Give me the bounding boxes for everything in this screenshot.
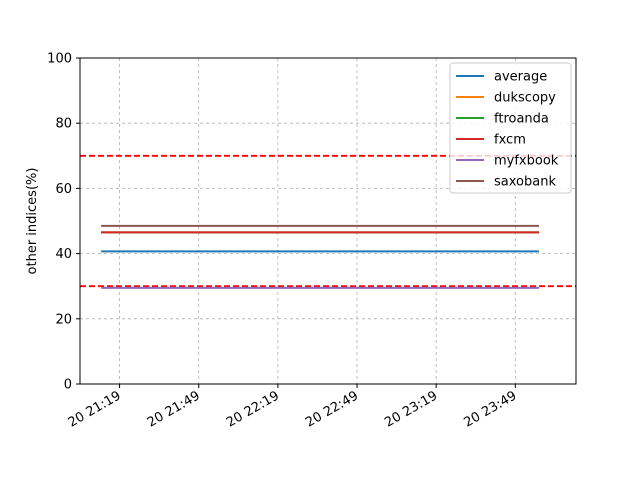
series-lines [101, 224, 540, 289]
legend-label: average [494, 70, 547, 85]
y-tick-label: 20 [55, 312, 72, 327]
legend-label: dukscopy [494, 91, 556, 106]
y-axis-title: other indices(%) [25, 168, 40, 275]
legend-label: saxobank [494, 175, 556, 190]
y-tick-label: 40 [55, 247, 72, 262]
legend-label: myfxbook [494, 154, 559, 169]
legend-label: ftroanda [494, 112, 549, 127]
y-tick-label: 80 [55, 117, 72, 132]
reference-lines [80, 154, 576, 288]
legend-label: fxcm [494, 133, 526, 148]
plot-frame [79, 57, 577, 385]
legend: average dukscopy ftroanda fxcm myfxbook saxob… [449, 62, 572, 194]
y-tick-label: 100 [47, 52, 72, 67]
y-axis: 0 20 40 60 80 100 [47, 52, 80, 393]
y-tick-label: 0 [64, 378, 72, 393]
y-tick-label: 60 [55, 182, 72, 197]
